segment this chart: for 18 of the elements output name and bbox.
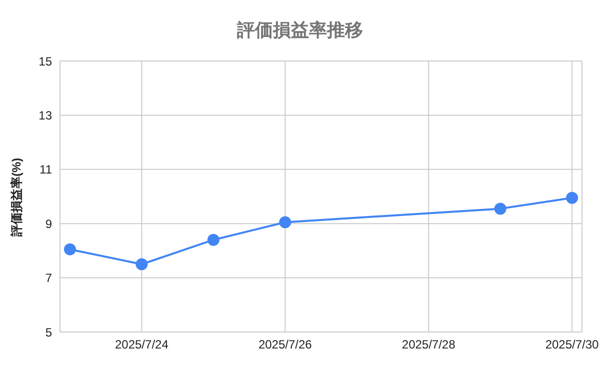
y-tick-label: 11 (40, 162, 52, 177)
y-tick-label: 15 (38, 54, 52, 68)
x-tick-label: 2025/7/30 (545, 338, 600, 352)
point (494, 202, 506, 215)
chart-title: 評価損益率推移 (236, 19, 364, 42)
y-axis-title: 評価損益率(%) (9, 158, 24, 238)
point (207, 234, 220, 246)
y-tick-label: 5 (45, 325, 52, 340)
x-tick-label: 2025/7/24 (114, 338, 169, 352)
y-tick-label: 9 (45, 216, 52, 231)
x-tick-label: 2025/7/26 (258, 338, 312, 352)
x-tick-label: 2025/7/28 (402, 338, 456, 352)
point (136, 258, 148, 270)
y-tick-label: 13 (38, 108, 52, 122)
y-tick-label: 7 (45, 271, 52, 286)
point (279, 216, 292, 228)
point (566, 192, 578, 204)
point (64, 243, 76, 256)
